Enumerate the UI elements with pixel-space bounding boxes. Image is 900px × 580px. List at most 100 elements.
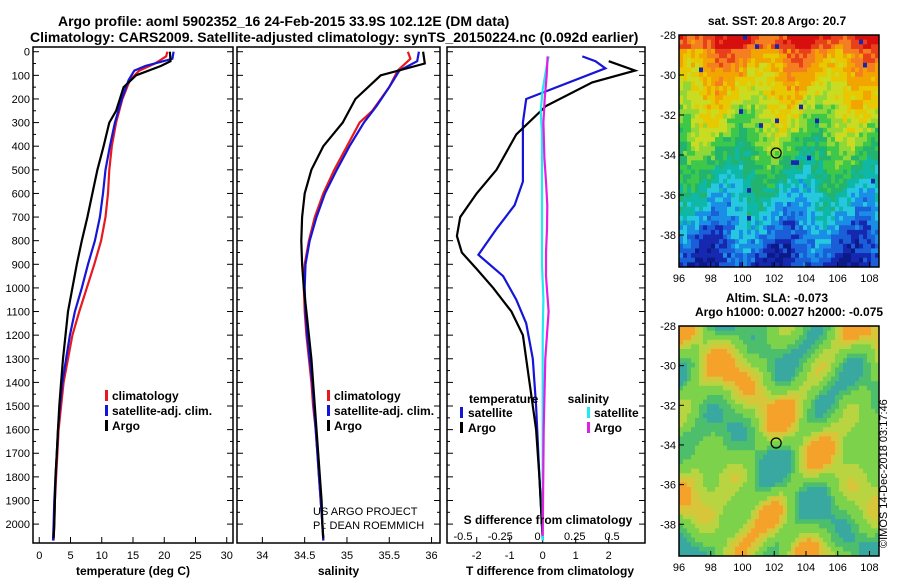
credit-line: PI: DEAN ROEMMICH	[313, 520, 424, 532]
x-axis-label: temperature (deg C)	[76, 564, 190, 578]
depth-tick-label: 1700	[6, 448, 30, 460]
title-line-1: Argo profile: aoml 5902352_16 24-Feb-201…	[58, 13, 510, 29]
map-x-tick-label: 102	[765, 273, 783, 285]
x-tick-label: 36	[425, 550, 437, 562]
map-frame	[678, 325, 880, 557]
legend-label: Argo	[468, 421, 496, 435]
map-x-tick-label: 102	[765, 562, 783, 574]
x-tick-label: 25	[189, 550, 201, 562]
argo-float-marker	[770, 437, 782, 449]
map-y-tick-label: -28	[660, 321, 676, 333]
x-tick-label: 5	[67, 550, 73, 562]
map-y-tick-label: -30	[660, 361, 676, 373]
x-tick-label: 1	[573, 550, 579, 562]
map-y-tick-label: -34	[660, 440, 676, 452]
map-x-tick-label: 106	[829, 562, 847, 574]
x-axis-label: salinity	[318, 564, 360, 578]
legend-swatch	[587, 422, 590, 433]
sst-map-image	[679, 35, 880, 268]
x-tick-label: 2	[606, 550, 612, 562]
series-line-argo	[300, 51, 427, 539]
argo-float-marker	[770, 147, 782, 159]
map-x-tick-label: 96	[673, 273, 685, 285]
s-tick-label: -0.25	[488, 531, 513, 543]
depth-tick-label: 900	[12, 259, 30, 271]
sst-map-title: sat. SST: 20.8 Argo: 20.7	[708, 14, 847, 28]
map-y-tick-label: -30	[660, 70, 676, 82]
sla-map-image	[679, 326, 880, 557]
x-tick-label: 34.5	[294, 550, 315, 562]
map-y-tick-label: -36	[660, 480, 676, 492]
series-line-s-argo	[541, 56, 550, 536]
depth-tick-label: 1200	[6, 330, 30, 342]
legend-label: satellite-adj. clim.	[334, 404, 434, 418]
legend-swatch	[327, 405, 330, 416]
series-line-s-satellite	[539, 56, 550, 541]
map-y-tick-label: -32	[660, 110, 676, 122]
plot-frame-temperature	[32, 46, 234, 544]
depth-tick-label: 1900	[6, 495, 30, 507]
s-diff-axis-label: S difference from climatology	[464, 513, 633, 527]
legend-label: satellite	[594, 406, 639, 420]
x-tick-label: 34	[256, 550, 268, 562]
depth-tick-label: 1500	[6, 401, 30, 413]
sla-map-title-2: Argo h1000: 0.0027 h2000: -0.075	[695, 305, 883, 319]
depth-tick-label: 700	[12, 212, 30, 224]
map-y-tick-label: -38	[660, 230, 676, 242]
map-y-tick-label: -32	[660, 400, 676, 412]
depth-tick-label: 400	[12, 141, 30, 153]
legend-swatch	[460, 422, 463, 433]
depth-tick-label: 300	[12, 118, 30, 130]
map-y-tick-label: -34	[660, 150, 676, 162]
series-line-t-satellite	[476, 55, 608, 541]
depth-tick-label: 1400	[6, 377, 30, 389]
map-y-tick-label: -38	[660, 519, 676, 531]
legend-swatch	[105, 420, 108, 431]
depth-tick-label: 2000	[6, 519, 30, 531]
map-frame	[678, 34, 880, 268]
legend-label: Argo	[334, 419, 362, 433]
s-tick-label: 0.25	[564, 531, 585, 543]
legend-label: satellite-adj. clim.	[112, 404, 212, 418]
map-x-tick-label: 100	[733, 562, 751, 574]
map-x-tick-label: 104	[797, 562, 815, 574]
s-tick-label: 0.5	[604, 531, 619, 543]
depth-tick-label: 1300	[6, 354, 30, 366]
map-x-tick-label: 98	[705, 273, 717, 285]
depth-tick-label: 100	[12, 70, 30, 82]
legend-title-temperature: temperature	[469, 392, 539, 406]
map-y-tick-label: -28	[660, 30, 676, 42]
legend-label: Argo	[112, 419, 140, 433]
title-line-2: Climatology: CARS2009. Satellite-adjuste…	[30, 29, 639, 45]
plot-frame-salinity	[236, 46, 441, 544]
depth-tick-label: 1100	[6, 307, 30, 319]
depth-tick-label: 500	[12, 165, 30, 177]
map-x-tick-label: 106	[829, 273, 847, 285]
map-x-tick-label: 100	[733, 273, 751, 285]
x-tick-label: 35	[341, 550, 353, 562]
depth-tick-label: 800	[12, 236, 30, 248]
x-tick-label: 10	[96, 550, 108, 562]
depth-tick-label: 600	[12, 188, 30, 200]
map-x-tick-label: 98	[705, 562, 717, 574]
legend-label: satellite	[468, 406, 513, 420]
legend-swatch	[327, 420, 330, 431]
credit-line: US ARGO PROJECT	[313, 506, 418, 518]
legend-label: climatology	[334, 389, 401, 403]
map-y-tick-label: -36	[660, 190, 676, 202]
x-tick-label: 30	[221, 550, 233, 562]
legend-label: climatology	[112, 389, 179, 403]
s-tick-label: 0	[534, 531, 540, 543]
plot-frame-difference	[446, 46, 646, 544]
x-tick-label: 20	[158, 550, 170, 562]
depth-tick-label: 0	[24, 47, 30, 59]
legend-swatch	[105, 390, 108, 401]
x-tick-label: 15	[127, 550, 139, 562]
legend-swatch	[587, 407, 590, 418]
x-tick-label: 0	[540, 550, 546, 562]
x-tick-label: -2	[472, 550, 482, 562]
series-line-t-argo	[455, 60, 639, 539]
depth-tick-label: 1800	[6, 472, 30, 484]
x-tick-label: -1	[505, 550, 515, 562]
